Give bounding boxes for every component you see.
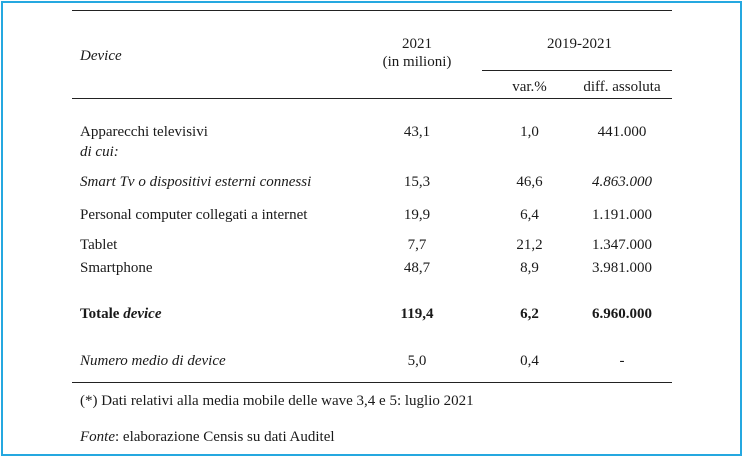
row-diff: 4.863.000	[592, 174, 652, 190]
row-value: 43,1	[403, 124, 431, 140]
total-diff: 6.960.000	[592, 306, 652, 322]
row-label: Apparecchi televisivi	[80, 124, 208, 140]
footnote: (*) Dati relativi alla media mobile dell…	[80, 393, 474, 409]
row-var: 6,4	[520, 207, 539, 223]
period-rule	[482, 70, 672, 71]
header-period: 2019-2021	[547, 36, 612, 52]
row-label-subheading: di cui:	[80, 144, 119, 160]
row-value: 19,9	[403, 207, 431, 223]
total-label-prefix: Totale	[80, 306, 124, 322]
row-var: 8,9	[520, 260, 539, 276]
total-label: Totale device	[80, 305, 162, 323]
top-rule	[72, 10, 672, 11]
total-label-italic: device	[123, 306, 162, 322]
row-var: 1,0	[520, 124, 539, 140]
row-value: 7,7	[407, 237, 427, 253]
row-diff: 1.347.000	[592, 237, 652, 253]
mean-diff: -	[619, 353, 625, 369]
header-year: 2021	[402, 36, 432, 52]
source-note: Fonte: elaborazione Censis su dati Audit…	[80, 428, 335, 446]
row-diff: 1.191.000	[592, 207, 652, 223]
header-diff-abs: diff. assoluta	[583, 79, 661, 95]
total-var: 6,2	[520, 306, 539, 322]
mean-value: 5,0	[407, 353, 427, 369]
row-var: 21,2	[516, 237, 543, 253]
header-device: Device	[80, 48, 122, 64]
header-year-unit: (in milioni)	[382, 54, 452, 70]
row-label: Smartphone	[80, 260, 153, 276]
row-var: 46,6	[516, 174, 543, 190]
row-diff: 3.981.000	[592, 260, 652, 276]
source-text: : elaborazione Censis su dati Auditel	[115, 429, 335, 445]
total-value: 119,4	[400, 306, 434, 322]
header-rule	[72, 98, 672, 99]
bottom-rule	[72, 382, 672, 383]
mean-var: 0,4	[520, 353, 539, 369]
header-var-pct: var.%	[512, 79, 547, 95]
row-value: 15,3	[403, 174, 431, 190]
mean-label: Numero medio di device	[80, 353, 226, 369]
device-table: Device 2021 (in milioni) 2019-2021 var.%…	[72, 10, 672, 450]
source-label: Fonte	[80, 429, 115, 445]
row-value: 48,7	[403, 260, 431, 276]
row-label: Tablet	[80, 237, 118, 253]
row-diff: 441.000	[597, 124, 647, 140]
row-label: Smart Tv o dispositivi esterni connessi	[80, 174, 312, 190]
row-label: Personal computer collegati a internet	[80, 207, 308, 223]
